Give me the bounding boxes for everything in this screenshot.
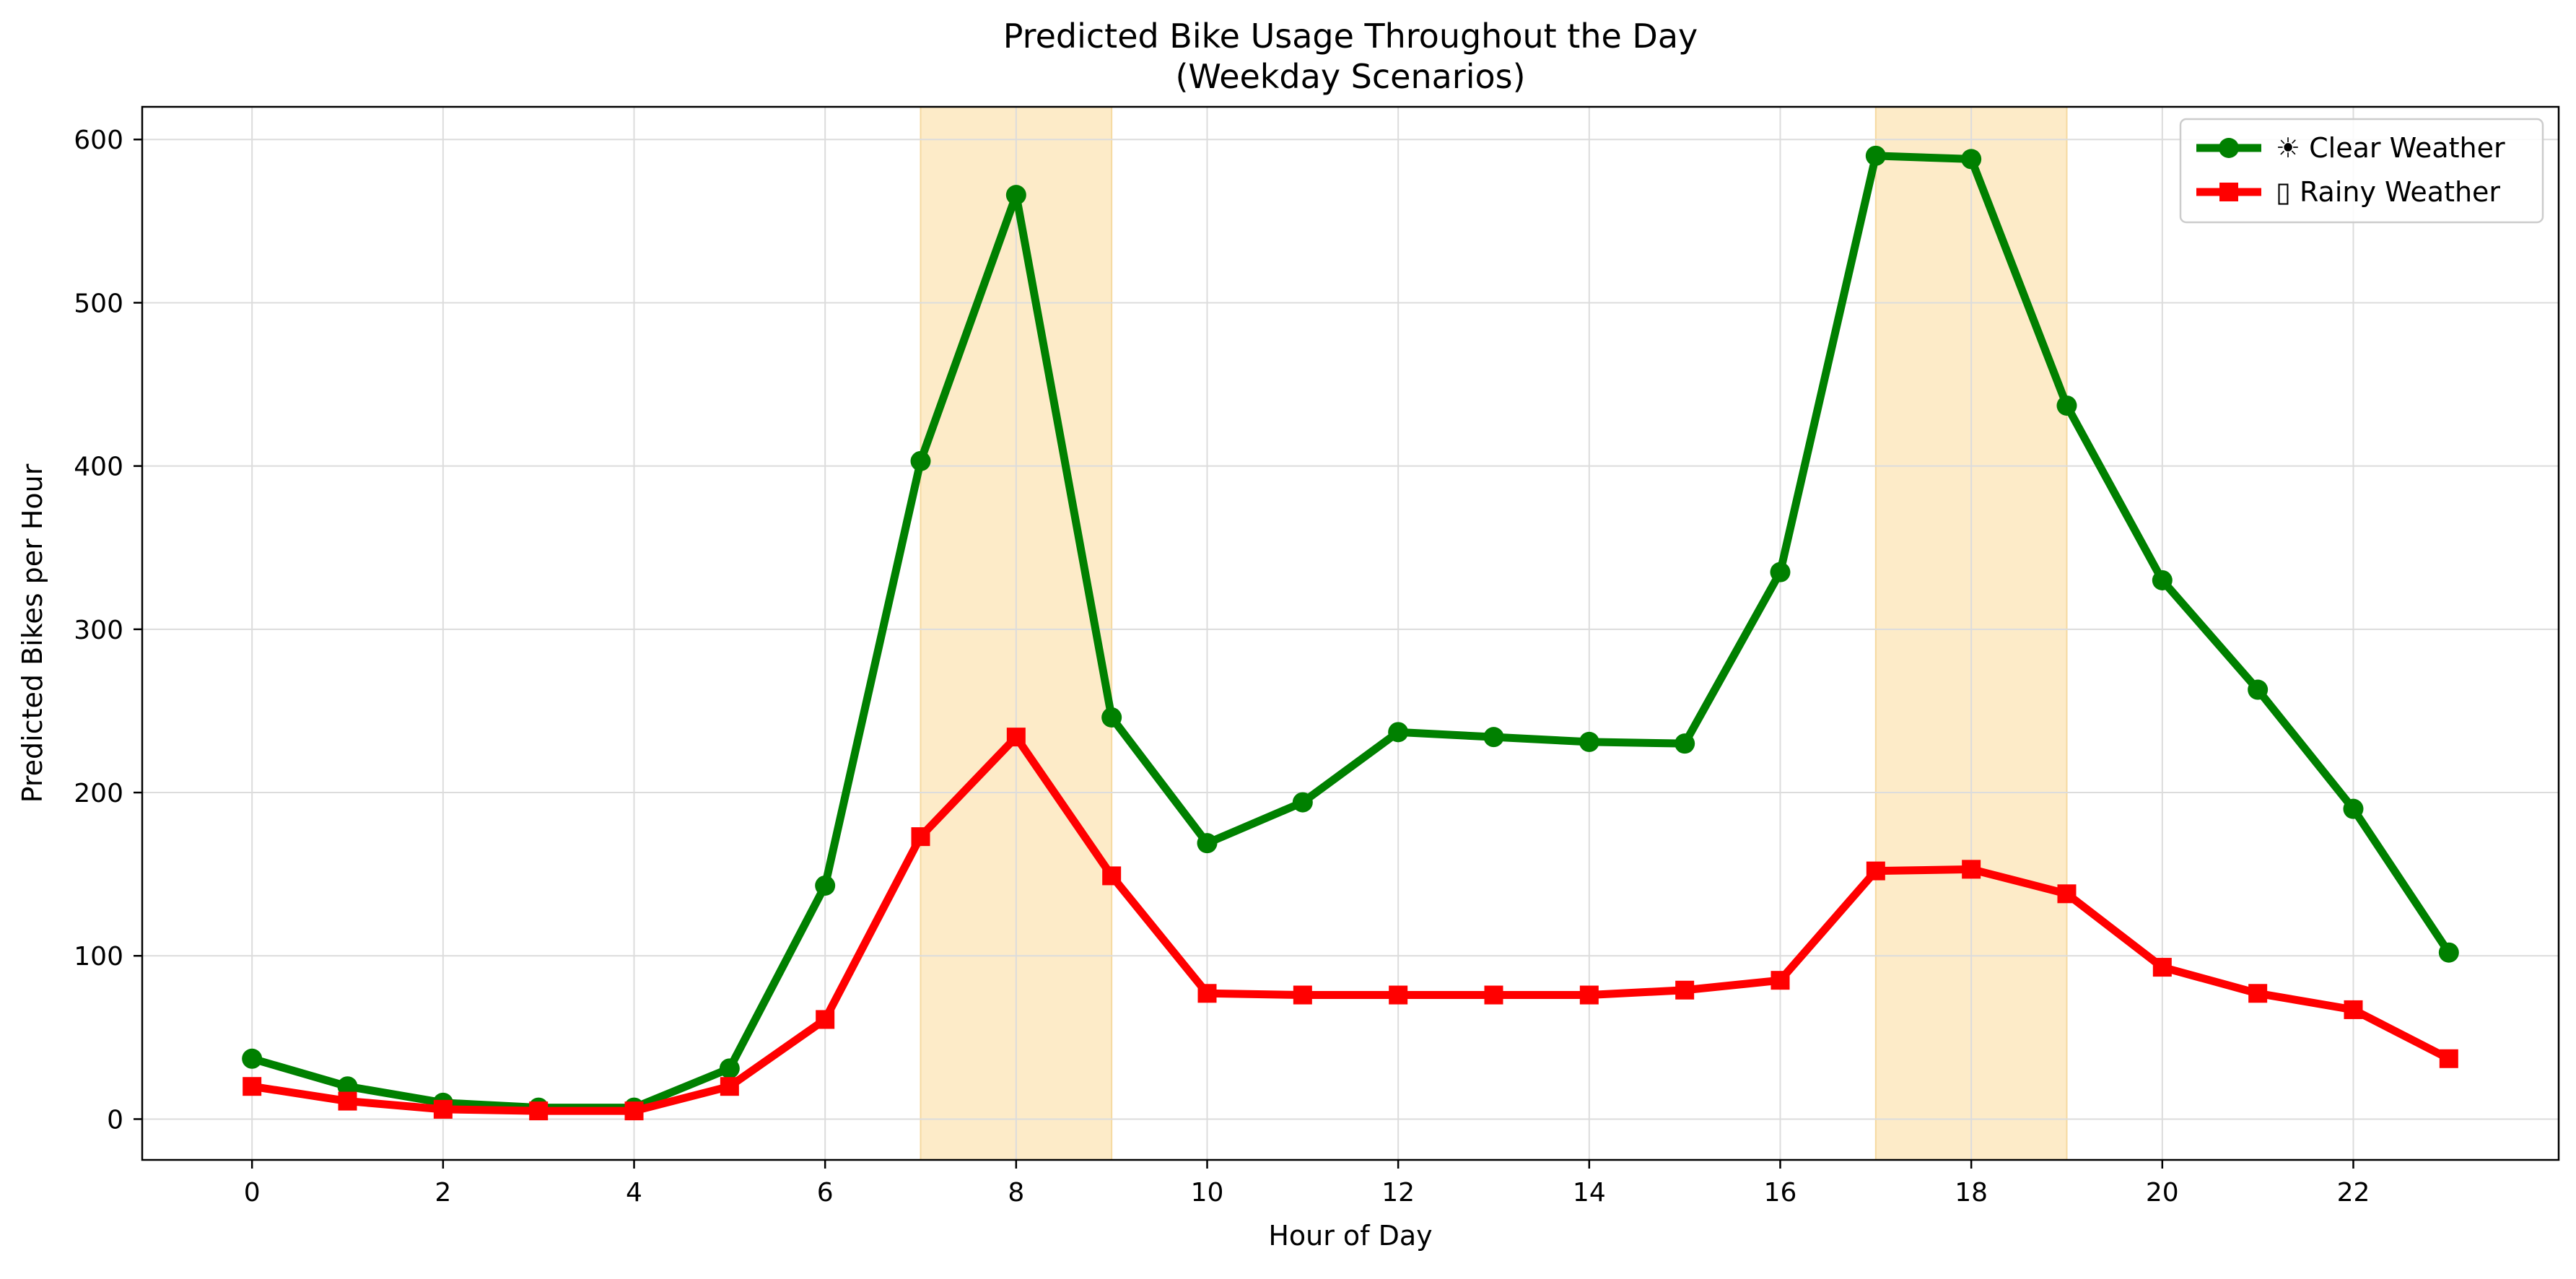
data-point: [1388, 722, 1409, 743]
chart-title: Predicted Bike Usage Throughout the Day: [1003, 17, 1698, 56]
legend-marker: [2219, 138, 2239, 158]
data-point: [1389, 985, 1408, 1005]
data-point: [1771, 971, 1790, 990]
x-tick-label: 14: [1573, 1178, 1606, 1208]
data-point: [1675, 733, 1695, 754]
axis-ticks: 0 2 4 6 8 10 12 14 16 18 20 22 0 100 200 300 400 500 600: [74, 126, 2370, 1208]
chart-subtitle: (Weekday Scenarios): [1175, 57, 1525, 96]
data-point: [338, 1091, 357, 1111]
y-tick-label: 500: [74, 289, 123, 318]
data-point: [1579, 985, 1599, 1005]
y-axis-label: Predicted Bikes per Hour: [17, 463, 48, 803]
data-point: [1102, 866, 1122, 886]
legend-item-1: ▯ Rainy Weather: [2196, 176, 2500, 208]
data-point: [719, 1058, 740, 1079]
data-point: [337, 1076, 358, 1097]
data-point: [1293, 985, 1312, 1005]
data-point: [910, 450, 931, 471]
y-tick-label: 300: [74, 616, 123, 645]
legend-label: ▯ Rainy Weather: [2276, 176, 2500, 208]
x-axis-label: Hour of Day: [1268, 1220, 1432, 1252]
legend-box: [2179, 118, 2544, 224]
data-point: [1866, 861, 1885, 881]
data-point: [2438, 942, 2459, 963]
x-tick-label: 0: [244, 1178, 261, 1208]
y-tick-label: 0: [107, 1105, 123, 1135]
data-point: [816, 1010, 835, 1029]
y-tick-label: 100: [74, 942, 123, 972]
gridlines: [142, 107, 2559, 1160]
data-point: [2344, 1000, 2363, 1019]
y-tick-label: 200: [74, 779, 123, 808]
data-point: [1006, 728, 1026, 747]
y-tick-label: 600: [74, 126, 123, 155]
data-series: [242, 145, 2459, 1121]
x-tick-label: 2: [435, 1178, 451, 1208]
data-point: [911, 827, 930, 847]
data-point: [2056, 395, 2077, 416]
data-point: [1865, 145, 1886, 166]
x-tick-label: 20: [2146, 1178, 2179, 1208]
x-tick-label: 18: [1955, 1178, 1988, 1208]
series-line: [248, 733, 2453, 1115]
legend-marker: [2219, 183, 2238, 201]
legend: ☀ Clear Weather ▯ Rainy Weather: [2179, 118, 2544, 224]
data-point: [242, 1048, 263, 1069]
plot-frame: [141, 105, 2560, 1161]
data-point: [1197, 984, 1217, 1003]
data-point: [815, 875, 836, 896]
data-point: [1770, 562, 1791, 582]
data-point: [2248, 679, 2269, 700]
x-tick-label: 22: [2337, 1178, 2370, 1208]
data-point: [1292, 792, 1313, 813]
x-tick-label: 6: [817, 1178, 834, 1208]
data-point: [529, 1101, 549, 1121]
legend-item-0: ☀ Clear Weather: [2196, 132, 2505, 164]
data-point: [1483, 727, 1504, 748]
data-point: [2439, 1049, 2458, 1068]
y-tick-label: 400: [74, 453, 123, 482]
data-point: [720, 1077, 739, 1096]
data-point: [2152, 958, 2172, 977]
data-point: [1961, 149, 1982, 170]
data-point: [624, 1101, 644, 1121]
data-point: [433, 1099, 453, 1119]
data-point: [243, 1077, 262, 1096]
data-point: [2152, 569, 2173, 590]
x-tick-label: 12: [1381, 1178, 1415, 1208]
x-tick-label: 4: [626, 1178, 642, 1208]
data-point: [2057, 884, 2077, 904]
x-tick-label: 16: [1764, 1178, 1797, 1208]
data-point: [1101, 707, 1122, 728]
data-point: [1675, 980, 1695, 1000]
legend-label: ☀ Clear Weather: [2276, 132, 2505, 164]
data-point: [1005, 185, 1026, 206]
data-point: [1579, 731, 1599, 752]
data-point: [1962, 860, 1981, 879]
data-point: [1197, 833, 1218, 854]
data-point: [2343, 798, 2364, 819]
x-tick-label: 10: [1191, 1178, 1224, 1208]
x-tick-label: 8: [1008, 1178, 1024, 1208]
data-point: [1484, 985, 1503, 1005]
series-1: [243, 728, 2458, 1121]
data-point: [2248, 984, 2268, 1003]
